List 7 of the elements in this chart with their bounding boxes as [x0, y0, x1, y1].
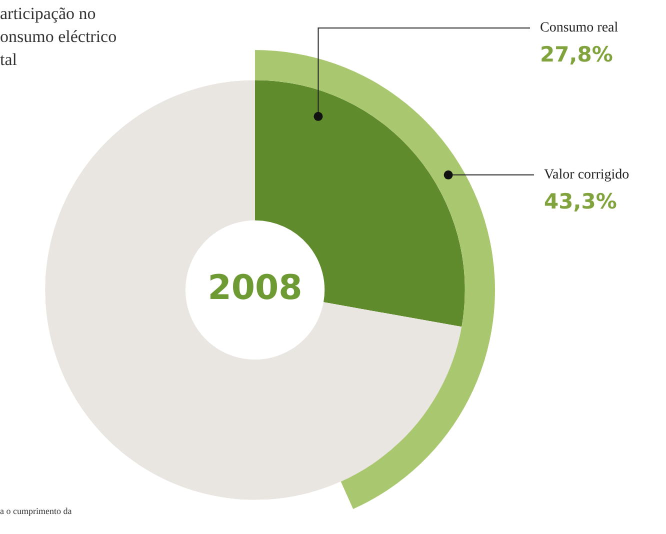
chart-title: articipação no onsumo eléctrico tal [0, 3, 117, 71]
data-label: 27,8% [540, 42, 613, 66]
text: a o cumprimento da [0, 506, 72, 516]
text: 2008 [208, 268, 302, 308]
data-label: 43,3% [544, 189, 617, 214]
slice-label: Consumo real [540, 20, 618, 36]
slice-label: Valor corrigido [544, 168, 630, 183]
